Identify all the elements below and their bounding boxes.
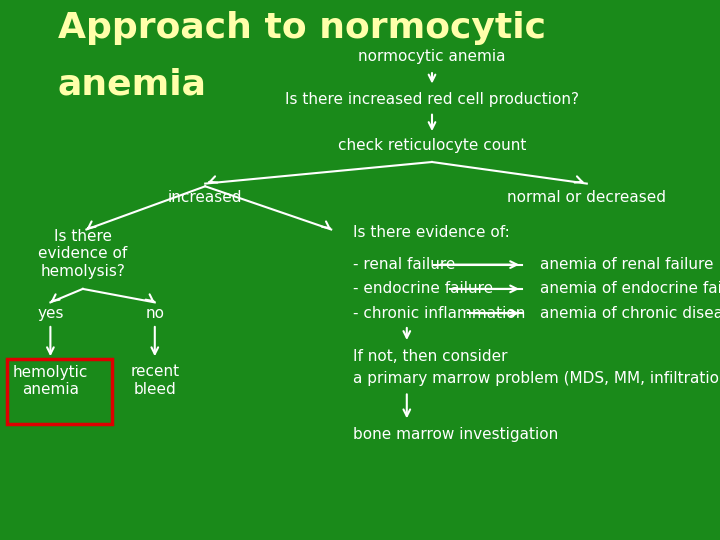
Text: yes: yes xyxy=(37,306,63,321)
Text: anemia: anemia xyxy=(58,68,207,102)
Text: anemia of chronic disease: anemia of chronic disease xyxy=(540,306,720,321)
Text: recent
bleed: recent bleed xyxy=(130,364,179,397)
Text: anemia of renal failure: anemia of renal failure xyxy=(540,257,714,272)
Text: Is there
evidence of
hemolysis?: Is there evidence of hemolysis? xyxy=(38,229,127,279)
Text: Is there increased red cell production?: Is there increased red cell production? xyxy=(285,92,579,107)
Text: normal or decreased: normal or decreased xyxy=(508,190,666,205)
Bar xyxy=(7,359,112,424)
Text: - chronic inflammation: - chronic inflammation xyxy=(353,306,525,321)
Text: - renal failure: - renal failure xyxy=(353,257,455,272)
Text: If not, then consider: If not, then consider xyxy=(353,349,508,364)
Text: check reticulocyte count: check reticulocyte count xyxy=(338,138,526,153)
Text: normocytic anemia: normocytic anemia xyxy=(359,49,505,64)
Text: anemia of endocrine failure: anemia of endocrine failure xyxy=(540,281,720,296)
Text: - endocrine failure: - endocrine failure xyxy=(353,281,493,296)
Text: Approach to normocytic: Approach to normocytic xyxy=(58,11,546,45)
Text: increased: increased xyxy=(168,190,243,205)
Text: no: no xyxy=(145,306,164,321)
Text: bone marrow investigation: bone marrow investigation xyxy=(353,427,558,442)
Text: hemolytic
anemia: hemolytic anemia xyxy=(13,364,88,397)
Text: Is there evidence of:: Is there evidence of: xyxy=(353,225,510,240)
Text: a primary marrow problem (MDS, MM, infiltration…): a primary marrow problem (MDS, MM, infil… xyxy=(353,370,720,386)
